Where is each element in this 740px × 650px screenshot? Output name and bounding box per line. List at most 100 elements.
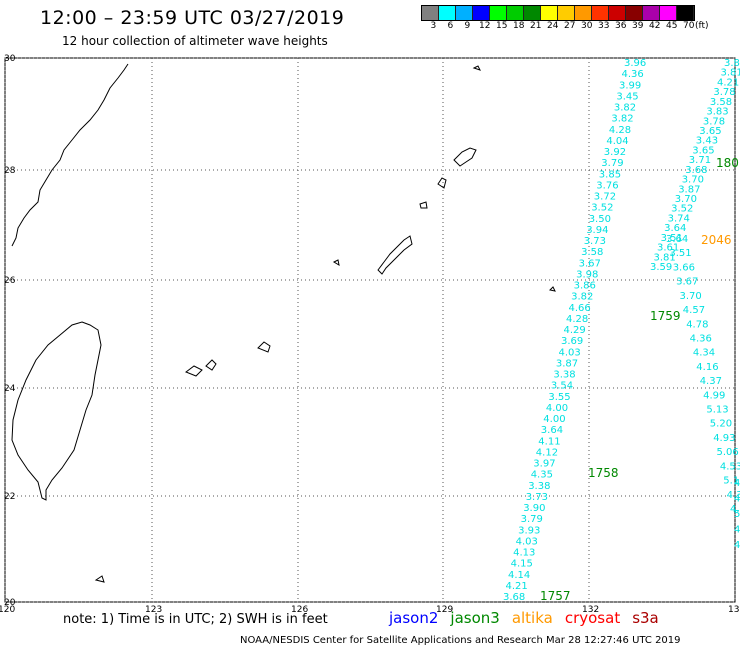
color-swatch-1 xyxy=(439,6,456,20)
wave-height-value: 3.51 xyxy=(661,233,683,244)
color-swatch-4 xyxy=(490,6,507,20)
wave-height-value: 4.11 xyxy=(538,436,560,447)
wave-height-value: 4 xyxy=(734,525,740,536)
color-scale-label: 12 xyxy=(479,21,491,31)
color-swatch-10 xyxy=(592,6,609,20)
island-amami xyxy=(453,147,477,167)
color-scale-label: 15 xyxy=(496,21,508,31)
wave-height-value: 4.29 xyxy=(564,325,586,336)
island-iriomote xyxy=(205,359,217,371)
color-swatch-0 xyxy=(422,6,439,20)
wave-height-value: 3.87 xyxy=(556,358,578,369)
wave-height-value: 3.61 xyxy=(657,243,679,254)
wave-height-value: 4.03 xyxy=(516,536,538,547)
wave-height-value: 3.55 xyxy=(548,392,570,403)
wave-height-value: 3.52 xyxy=(591,203,613,214)
wave-height-value: 3.50 xyxy=(589,214,611,225)
color-scale-label: 21 xyxy=(530,21,542,31)
wave-height-value: 3.65 xyxy=(699,126,721,137)
wave-height-value: 4. xyxy=(734,478,740,489)
color-swatch-8 xyxy=(558,6,575,20)
color-scale-bar xyxy=(421,5,695,21)
wave-height-value: 4.34 xyxy=(693,348,715,359)
wave-height-value: 4.99 xyxy=(703,390,725,401)
island-small-2 xyxy=(419,201,428,209)
wave-height-value: 4. xyxy=(734,494,740,505)
wave-height-value: 5.06 xyxy=(717,447,739,458)
color-scale-label: 27 xyxy=(564,21,576,31)
color-scale-label: 39 xyxy=(632,21,644,31)
pass-time-1757: 1757 xyxy=(540,589,571,603)
color-swatch-5 xyxy=(507,6,524,20)
wave-height-value: 3.99 xyxy=(619,80,641,91)
wave-height-value: 3.73 xyxy=(526,492,548,503)
wave-height-value: 3.58 xyxy=(581,247,603,258)
wave-height-value: 3.58 xyxy=(710,97,732,108)
wave-height-value: 3.86 xyxy=(574,281,596,292)
color-swatch-2 xyxy=(456,6,473,20)
coastlines xyxy=(11,63,556,583)
wave-height-value: 3.79 xyxy=(601,158,623,169)
wave-height-value: 3.64 xyxy=(666,234,688,245)
page-subtitle: 12 hour collection of altimeter wave hei… xyxy=(62,34,328,48)
color-swatch-12 xyxy=(626,6,643,20)
wave-height-value: 3.38 xyxy=(528,481,550,492)
wave-height-value: 3.8 xyxy=(724,58,740,69)
wave-height-value: 3.51 xyxy=(669,248,691,259)
color-scale-label: 45 xyxy=(666,21,678,31)
wave-height-value: 3.52 xyxy=(671,204,693,215)
latitude-label: 30 xyxy=(4,54,16,64)
wave-height-value: 3.94 xyxy=(586,225,608,236)
wave-height-value: 4.93 xyxy=(713,433,735,444)
color-swatch-3 xyxy=(473,6,490,20)
color-scale-label: 24 xyxy=(547,21,559,31)
latitude-label: 20 xyxy=(4,598,16,608)
wave-height-value: 4.21 xyxy=(717,77,739,88)
island-small-4 xyxy=(472,65,481,71)
wave-height-value: 3.78 xyxy=(713,87,735,98)
wave-height-value: 3.66 xyxy=(673,262,695,273)
wave-height-value: 3.87 xyxy=(678,184,700,195)
wave-height-value: 4.13 xyxy=(513,548,535,559)
wave-height-value: 4.66 xyxy=(569,303,591,314)
color-scale-label: 9 xyxy=(464,21,471,31)
pass-time-180: 180 xyxy=(716,156,739,170)
wave-height-value: 3.93 xyxy=(518,525,540,536)
wave-height-value: 3.76 xyxy=(596,180,618,191)
wave-height-value: 3.82 xyxy=(571,292,593,303)
wave-height-value: 3.71 xyxy=(689,155,711,166)
color-scale-label: 70 xyxy=(683,21,695,31)
wave-height-value: 3.96 xyxy=(624,58,646,69)
wave-height-value: 4.04 xyxy=(606,136,628,147)
color-scale-label: 18 xyxy=(513,21,525,31)
latitude-label: 22 xyxy=(4,492,15,502)
wave-height-value: 3.68 xyxy=(685,165,707,176)
wave-height-value: 5 xyxy=(734,509,740,520)
longitude-label: 126 xyxy=(291,605,308,615)
satellite-jason2: jason2 xyxy=(389,609,439,627)
latitude-label: 28 xyxy=(4,166,16,176)
longitude-label: 135 xyxy=(728,605,740,615)
wave-height-value: 4.57 xyxy=(683,305,705,316)
wave-height-value: 4.78 xyxy=(686,319,708,330)
color-swatch-15 xyxy=(677,6,694,20)
satellite-legend: jason2 jason3 altika cryosat s3a xyxy=(389,609,671,627)
wave-height-value: 3.73 xyxy=(584,236,606,247)
satellite-altika: altika xyxy=(511,609,553,627)
wave-height-value: 4.00 xyxy=(546,403,568,414)
wave-height-value: 3.43 xyxy=(696,136,718,147)
pass-time-2046: 2046 xyxy=(701,233,732,247)
wave-height-value: 4 xyxy=(734,540,740,551)
color-swatch-11 xyxy=(609,6,626,20)
color-scale-label: (ft) xyxy=(695,21,709,31)
pass-time-1759: 1759 xyxy=(650,309,681,323)
latitude-label: 24 xyxy=(4,384,16,394)
wave-height-value: 3.65 xyxy=(692,145,714,156)
wave-height-value: 4.35 xyxy=(531,470,553,481)
island-daito xyxy=(548,286,556,292)
island-tokunoshima xyxy=(437,177,447,189)
color-swatch-9 xyxy=(575,6,592,20)
pass-time-1758: 1758 xyxy=(588,466,619,480)
color-swatch-14 xyxy=(660,6,677,20)
wave-height-value: 3.38 xyxy=(553,370,575,381)
